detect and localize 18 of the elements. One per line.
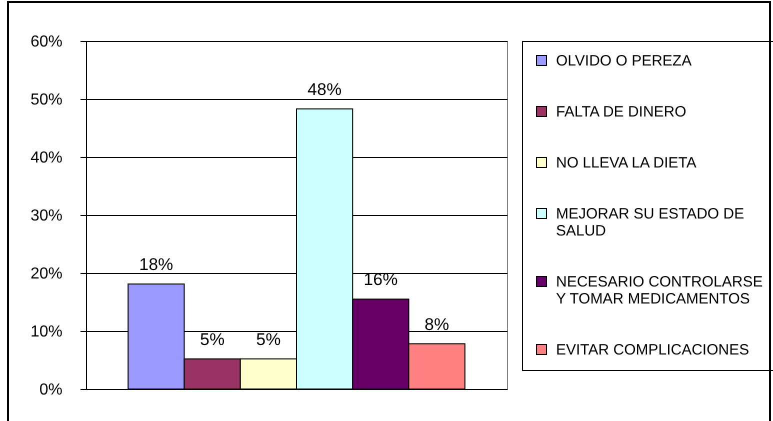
legend-label: NO LLEVA LA DIETA: [556, 154, 696, 172]
legend-label: MEJORAR SU ESTADO DE SALUD: [556, 206, 744, 240]
data-label: 18%: [139, 255, 174, 274]
y-tick-label: 10%: [30, 324, 62, 340]
data-label: 5%: [256, 330, 281, 349]
data-label: 5%: [200, 330, 225, 349]
y-tick-label: 40%: [30, 150, 62, 166]
y-tick-label: 50%: [30, 92, 62, 108]
data-label: 8%: [424, 314, 450, 334]
y-tick-label: 60%: [30, 34, 62, 50]
y-tick-label: 20%: [30, 266, 62, 282]
y-tick-label: 0%: [39, 382, 62, 398]
legend-label: FALTA DE DINERO: [556, 104, 686, 120]
data-label: 48%: [308, 80, 342, 99]
legend-label: OLVIDO O PEREZA: [556, 52, 692, 70]
legend-label: EVITAR COMPLICACIONES: [556, 342, 750, 358]
legend-label: NECESARIO CONTROLARSE Y TOMAR MEDICAMENTOS: [556, 274, 763, 308]
y-tick-label: 30%: [30, 208, 62, 224]
